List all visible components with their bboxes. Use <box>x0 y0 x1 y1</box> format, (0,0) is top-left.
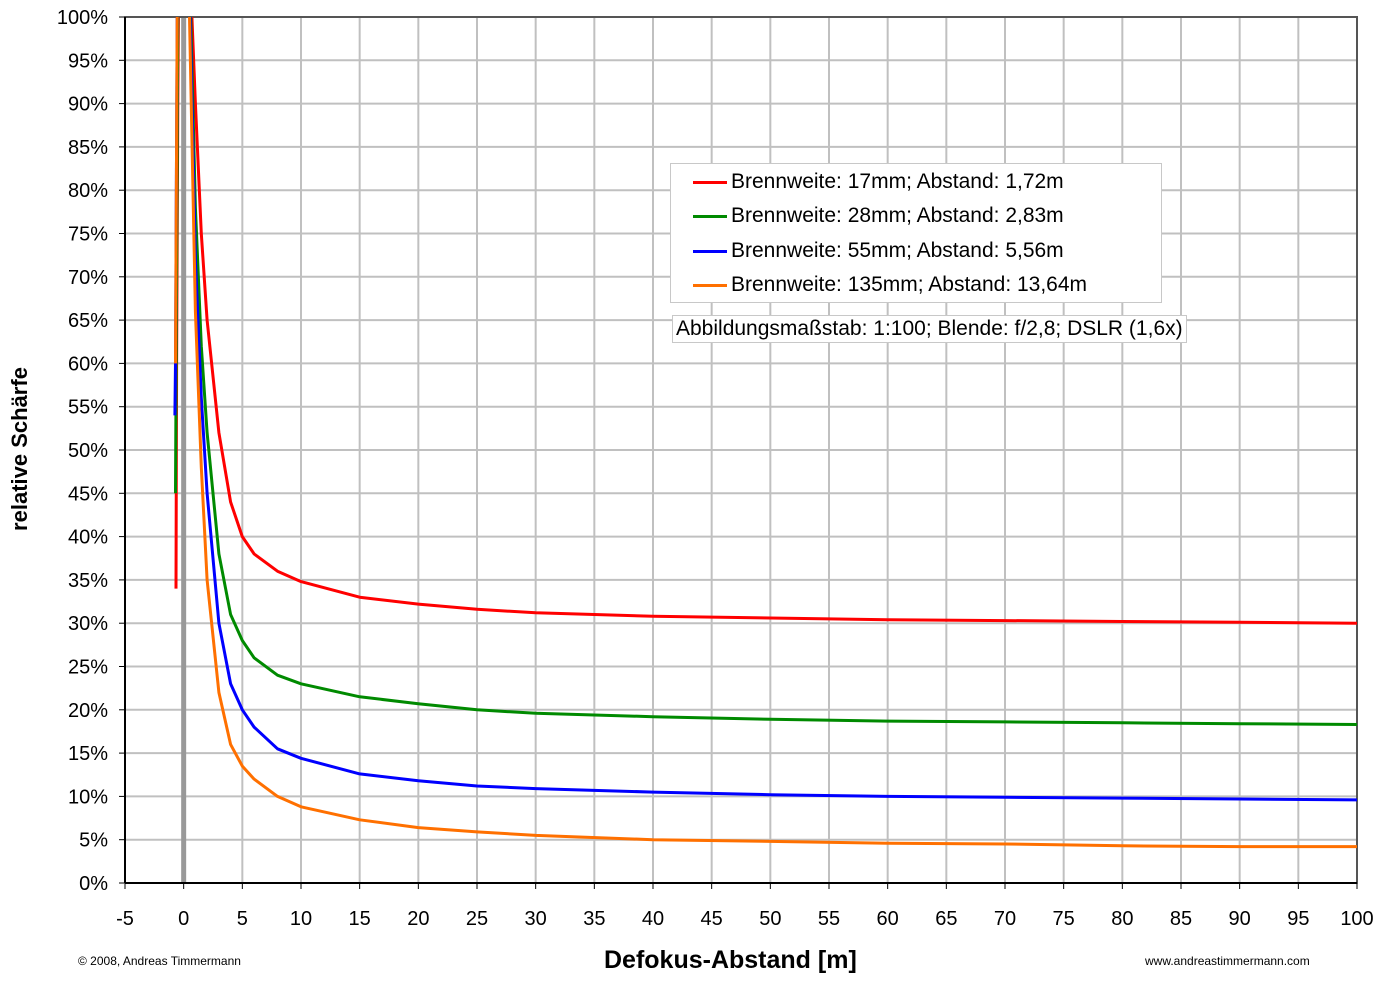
x-tick-label: 30 <box>525 908 547 930</box>
x-tick-label: 65 <box>935 908 957 930</box>
x-tick-label: 100 <box>1340 908 1373 930</box>
y-tick-label: 5% <box>79 830 108 852</box>
website-url: www.andreastimmermann.com <box>1145 954 1310 968</box>
legend-label: Brennweite: 55mm; Abstand: 5,56m <box>731 239 1064 262</box>
y-axis-label: relative Schärfe <box>7 367 32 531</box>
y-tick-label: 85% <box>68 137 108 159</box>
y-tick-label: 75% <box>68 224 108 246</box>
y-tick-label: 70% <box>68 267 108 289</box>
x-axis-label: Defokus-Abstand [m] <box>604 946 857 974</box>
series-line-1-right <box>189 16 1358 726</box>
legend-swatch <box>693 249 727 253</box>
y-tick-label: 80% <box>68 180 108 202</box>
x-tick-label: -5 <box>116 908 134 930</box>
x-tick-label: 55 <box>818 908 840 930</box>
copyright: © 2008, Andreas Timmermann <box>78 954 241 968</box>
series-line-2-right <box>188 16 1358 802</box>
x-tick-label: 45 <box>701 908 723 930</box>
series-line-3-left <box>174 16 179 364</box>
x-tick-label: 0 <box>178 908 189 930</box>
x-tick-label: 60 <box>877 908 899 930</box>
x-tick-label: 85 <box>1170 908 1192 930</box>
y-tick-label: 90% <box>68 94 108 116</box>
legend-item: Brennweite: 17mm; Abstand: 1,72m <box>693 167 1064 197</box>
legend-item: Brennweite: 135mm; Abstand: 13,64m <box>693 270 1087 300</box>
x-tick-label: 70 <box>994 908 1016 930</box>
legend-item: Brennweite: 28mm; Abstand: 2,83m <box>693 201 1064 231</box>
y-tick-label: 60% <box>68 353 108 375</box>
y-tick-label: 35% <box>68 570 108 592</box>
y-tick-label: 25% <box>68 657 108 679</box>
y-tick-label: 55% <box>68 397 108 419</box>
x-tick-label: 90 <box>1229 908 1251 930</box>
annotation: Abbildungsmaßstab: 1:100; Blende: f/2,8;… <box>672 315 1187 343</box>
legend-item: Brennweite: 55mm; Abstand: 5,56m <box>693 236 1064 266</box>
series-line-0-right <box>190 16 1358 625</box>
x-tick-label: 50 <box>759 908 781 930</box>
legend-label: Brennweite: 28mm; Abstand: 2,83m <box>731 204 1064 227</box>
y-tick-label: 10% <box>68 786 108 808</box>
x-tick-label: 10 <box>290 908 312 930</box>
y-tick-label: 15% <box>68 743 108 765</box>
y-tick-label: 20% <box>68 700 108 722</box>
x-tick-label: 95 <box>1287 908 1309 930</box>
y-tick-label: 95% <box>68 50 108 72</box>
legend-label: Brennweite: 17mm; Abstand: 1,72m <box>731 170 1064 193</box>
y-tick-label: 0% <box>79 873 108 895</box>
x-tick-label: 35 <box>583 908 605 930</box>
x-tick-label: 5 <box>237 908 248 930</box>
y-tick-label: 45% <box>68 483 108 505</box>
x-tick-label: 80 <box>1111 908 1133 930</box>
series-line-3-right <box>188 16 1357 849</box>
legend: Brennweite: 17mm; Abstand: 1,72m Brennwe… <box>670 163 1162 303</box>
y-tick-label: 65% <box>68 310 108 332</box>
y-tick-label: 40% <box>68 527 108 549</box>
y-tick-label: 50% <box>68 440 108 462</box>
legend-swatch <box>693 214 727 218</box>
x-tick-label: 15 <box>349 908 371 930</box>
x-tick-label: 20 <box>407 908 429 930</box>
y-tick-label: 100% <box>57 7 108 29</box>
y-tick-label: 30% <box>68 613 108 635</box>
x-tick-label: 25 <box>466 908 488 930</box>
legend-label: Brennweite: 135mm; Abstand: 13,64m <box>731 273 1088 296</box>
x-tick-label: 75 <box>1053 908 1075 930</box>
legend-swatch <box>693 180 727 184</box>
x-tick-label: 40 <box>642 908 664 930</box>
legend-swatch <box>693 283 727 287</box>
